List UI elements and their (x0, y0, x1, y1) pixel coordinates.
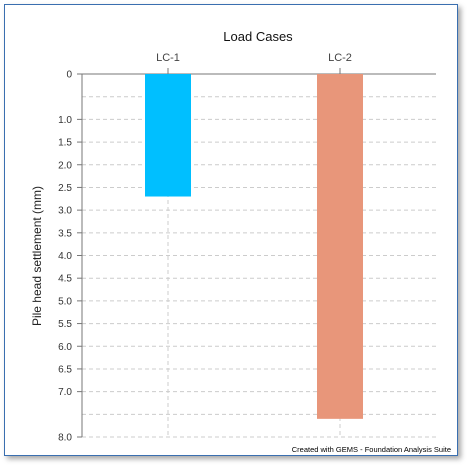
y-tick-label: 3.0 (58, 206, 72, 217)
gridlines (82, 74, 436, 438)
y-tick-label: 3.5 (58, 228, 72, 239)
credit-text: Created with GEMS - Foundation Analysis … (292, 445, 451, 454)
y-tick-label: 0 (66, 70, 72, 81)
y-tick-label: 2.5 (58, 183, 72, 194)
y-tick-label: 6.0 (58, 342, 72, 353)
axes (77, 68, 436, 438)
chart-title: Load Cases (223, 29, 293, 44)
y-axis-label: Pile head settlement (mm) (30, 186, 44, 326)
y-tick-label: 2.0 (58, 160, 72, 171)
y-tick-label: 4.5 (58, 274, 72, 285)
y-tick-label: 5.5 (58, 319, 72, 330)
x-tick-label-lc-2: LC-2 (328, 52, 352, 64)
y-tick-label: 7.0 (58, 387, 72, 398)
y-tick-label: 1.0 (58, 115, 72, 126)
y-tick-label: 8.0 (58, 433, 72, 444)
y-tick-label: 5.0 (58, 296, 72, 307)
y-tick-label: 4.0 (58, 251, 72, 262)
bar-lc-1[interactable] (145, 74, 191, 197)
bars (145, 74, 363, 419)
bar-lc-2[interactable] (317, 74, 363, 419)
tick-labels: 0 1.0 1.5 2.0 2.5 3.0 3.5 4.0 4.5 5.0 5.5 6.0 6.5 7.0… (58, 52, 352, 444)
chart-frame (4, 4, 458, 456)
x-tick-label-lc-1: LC-1 (156, 52, 180, 64)
y-tick-label: 1.5 (58, 138, 72, 149)
y-tick-label: 6.5 (58, 364, 72, 375)
